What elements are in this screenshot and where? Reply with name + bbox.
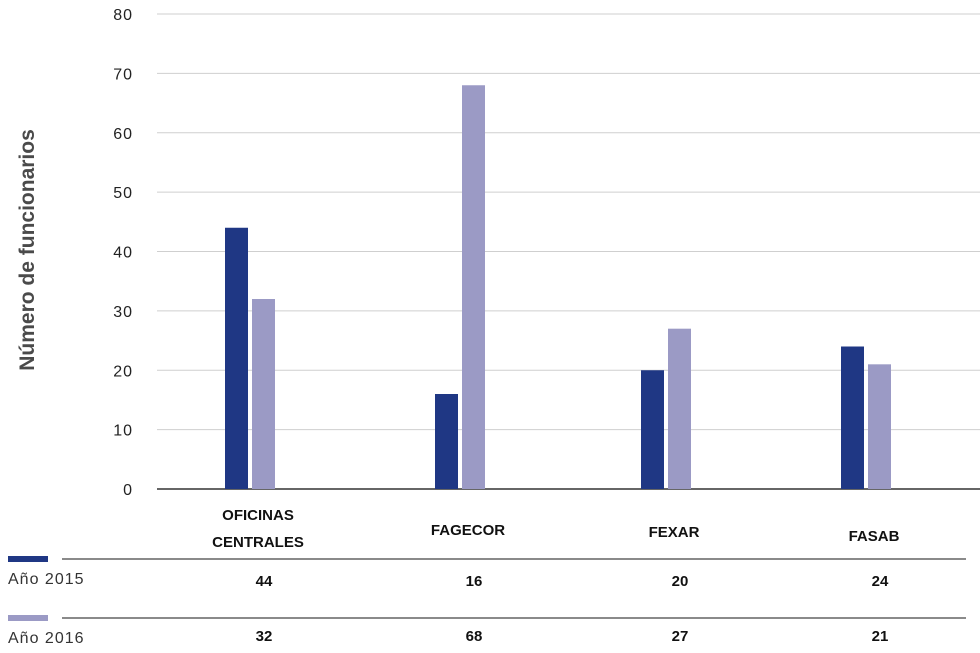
bar	[435, 394, 458, 489]
table-value: 44	[256, 573, 273, 590]
y-tick-label: 30	[113, 304, 133, 321]
bar	[841, 346, 864, 489]
table-value: 24	[872, 573, 889, 590]
bar	[252, 299, 275, 489]
category-label: FAGECOR	[431, 522, 505, 539]
table-value: 27	[672, 628, 689, 645]
table-value: 20	[672, 573, 689, 590]
bar	[668, 328, 691, 489]
y-tick-label: 70	[113, 66, 133, 83]
table-value: 68	[466, 628, 483, 645]
bar	[641, 370, 664, 489]
bar	[462, 85, 485, 489]
category-label: CENTRALES	[212, 534, 304, 551]
y-tick-label: 80	[113, 7, 133, 24]
table-value: 16	[466, 573, 483, 590]
y-tick-label: 50	[113, 185, 133, 202]
category-label: FEXAR	[649, 524, 700, 541]
legend-swatch	[8, 556, 48, 562]
legend-label: Año 2015	[8, 571, 85, 588]
y-tick-label: 40	[113, 245, 133, 262]
y-tick-label: 0	[123, 482, 133, 499]
y-tick-label: 60	[113, 126, 133, 143]
category-labels: OFICINAS CENTRALES FAGECOR FEXAR FASAB	[212, 507, 899, 551]
bar	[225, 227, 248, 489]
data-table: Año 2015 44 16 20 24 Año 2016 32 68 27 21	[8, 556, 966, 647]
table-value: 21	[872, 628, 889, 645]
legend-swatch	[8, 615, 48, 621]
y-tick-label: 20	[113, 363, 133, 380]
y-tick-label: 10	[113, 423, 133, 440]
y-axis-label: Número de funcionarios	[16, 129, 39, 371]
bars	[225, 85, 891, 489]
legend-label: Año 2016	[8, 630, 85, 647]
category-label: OFICINAS	[222, 507, 294, 524]
category-label: FASAB	[849, 528, 900, 545]
y-tick-labels: 0 10 20 30 40 50 60 70 80	[113, 7, 133, 499]
bar	[868, 364, 891, 489]
table-value: 32	[256, 628, 273, 645]
